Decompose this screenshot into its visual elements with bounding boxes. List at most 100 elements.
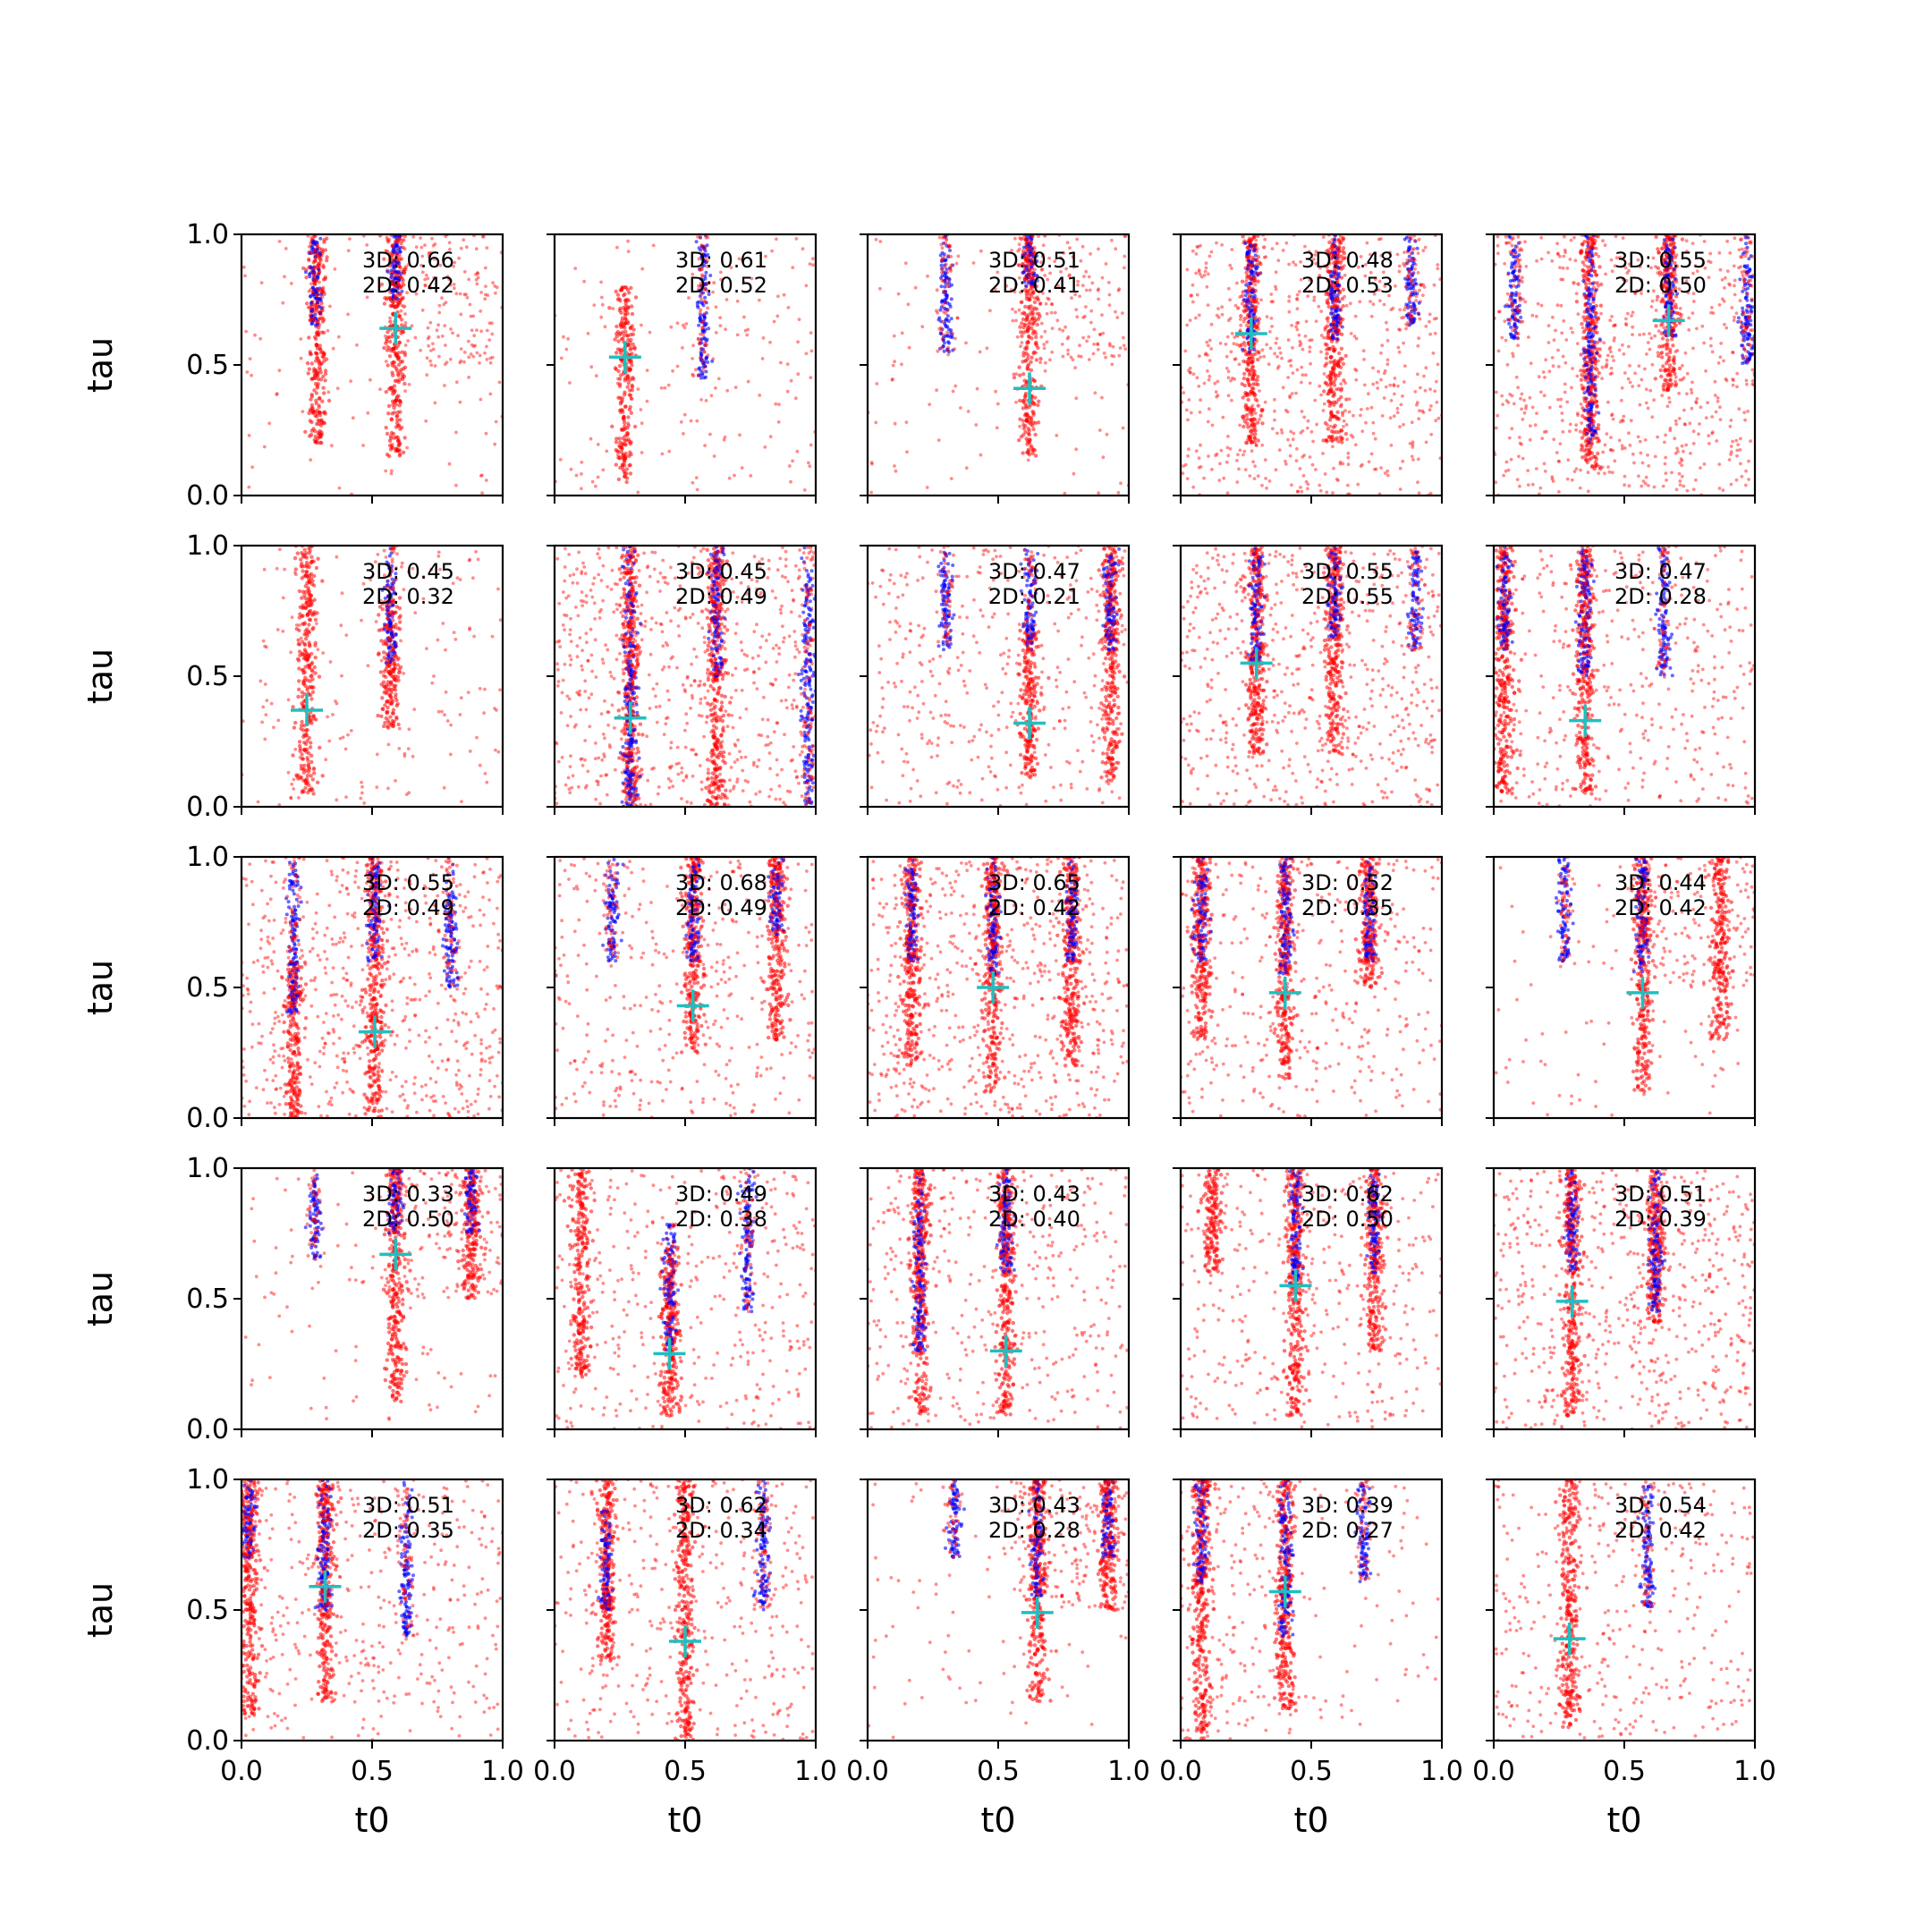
red-point (318, 258, 323, 262)
red-point (1202, 273, 1207, 277)
red-point (621, 285, 625, 290)
red-point (1044, 301, 1048, 306)
red-point (474, 277, 479, 282)
red-point (1260, 483, 1264, 487)
blue-point (311, 318, 316, 322)
red-point (1732, 378, 1735, 383)
red-point (1191, 283, 1195, 287)
red-point (1187, 369, 1191, 373)
red-point (1542, 462, 1546, 466)
red-point (700, 273, 705, 277)
red-point (966, 410, 970, 413)
red-point (687, 296, 691, 300)
red-point (1338, 462, 1343, 466)
red-point (1327, 261, 1332, 266)
red-point (1036, 402, 1040, 408)
red-point (1311, 258, 1316, 261)
red-point (617, 364, 623, 369)
red-point (1270, 247, 1275, 250)
red-point (1332, 298, 1336, 302)
red-point (1402, 380, 1406, 384)
red-point (1571, 367, 1574, 370)
red-point (397, 264, 402, 268)
red-point (309, 428, 314, 433)
red-point (1563, 234, 1566, 239)
red-point (1731, 377, 1735, 381)
red-point (402, 436, 407, 440)
red-point (475, 328, 479, 332)
red-point (1258, 413, 1263, 418)
red-point (1385, 320, 1388, 325)
red-point (623, 292, 627, 296)
red-point (1027, 306, 1031, 311)
red-point (1330, 389, 1335, 394)
red-point (1637, 384, 1641, 388)
red-point (320, 399, 325, 403)
red-point (1274, 468, 1278, 472)
red-point (398, 237, 402, 242)
red-point (1329, 401, 1334, 405)
blue-point (1021, 245, 1026, 250)
red-point (1418, 409, 1421, 413)
red-point (675, 321, 680, 326)
red-point (1601, 239, 1605, 243)
red-point (1411, 257, 1416, 261)
red-point (920, 325, 925, 329)
red-point (1319, 309, 1324, 313)
red-point (1231, 377, 1234, 380)
red-point (722, 437, 726, 442)
red-point (1229, 378, 1233, 383)
scatter-points (242, 234, 503, 496)
red-point (388, 434, 394, 438)
red-point (1253, 283, 1258, 287)
red-point (385, 235, 389, 240)
red-point (1416, 480, 1419, 485)
blue-point (1255, 267, 1258, 271)
red-point (440, 335, 445, 338)
red-point (1253, 411, 1258, 415)
red-point (1518, 258, 1522, 262)
red-point (1409, 312, 1413, 317)
red-point (488, 392, 493, 396)
red-point (1014, 318, 1018, 323)
red-point (493, 442, 497, 446)
blue-point (945, 348, 950, 352)
blue-point (318, 311, 323, 315)
red-point (1036, 345, 1040, 351)
blue-point (1250, 290, 1255, 294)
blue-point (1335, 256, 1339, 260)
red-point (1739, 436, 1742, 441)
red-point (1656, 435, 1659, 439)
red-point (317, 280, 321, 284)
red-point (623, 434, 628, 438)
red-point (1410, 420, 1414, 425)
red-point (1339, 382, 1343, 386)
red-point (941, 303, 945, 308)
red-point (953, 336, 957, 341)
red-point (1250, 288, 1254, 292)
red-point (1084, 305, 1088, 309)
blue-point (1340, 325, 1344, 329)
red-point (462, 292, 467, 297)
red-point (462, 360, 466, 364)
red-point (1551, 315, 1555, 319)
red-point (309, 287, 313, 292)
blue-point (1250, 304, 1255, 309)
red-point (1022, 378, 1027, 383)
red-point (1360, 407, 1363, 411)
blue-point (703, 327, 708, 332)
blue-point (311, 292, 316, 297)
red-point (794, 237, 799, 241)
red-point (1049, 301, 1054, 306)
red-point (395, 239, 400, 243)
red-point (1288, 394, 1292, 398)
red-point (1019, 344, 1022, 349)
red-point (718, 270, 723, 275)
red-point (1428, 387, 1432, 392)
red-point (1380, 414, 1385, 418)
red-point (1254, 238, 1258, 242)
red-point (723, 435, 727, 439)
red-point (1258, 418, 1261, 421)
